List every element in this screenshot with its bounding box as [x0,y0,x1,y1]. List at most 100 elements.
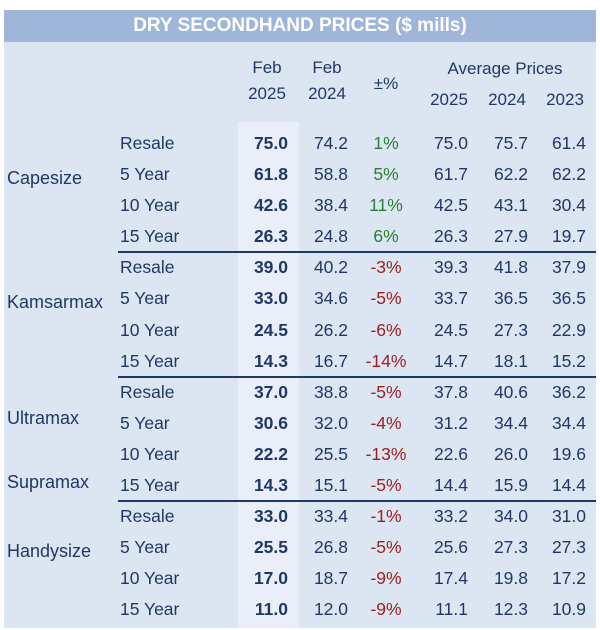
value-pct-change: -9% [370,568,402,589]
row-age-label: 10 Year [120,319,180,340]
header-year-2023: 2023 [546,90,584,109]
value-feb-2024: 26.8 [313,537,348,558]
value-avg-2023: 61.4 [551,133,586,153]
value-feb-2025: 42.6 [253,195,288,216]
value-pct-change: -5% [370,475,402,496]
table-row: Resale 37.0 38.8 -5% 37.8 40.6 36.2 [4,377,596,408]
value-feb-2024: 58.8 [313,164,348,185]
value-feb-2025: 39.0 [253,257,288,278]
value-pct-change: -9% [370,599,402,620]
row-age-label: Resale [120,381,175,402]
table-row: Resale 39.0 40.2 -3% 39.3 41.8 37.9 [4,252,596,283]
price-table: DRY SECONDHAND PRICES ($ mills) Feb 2025… [4,10,596,628]
value-avg-2025: 33.2 [433,506,468,527]
table-row: 15 Year 11.0 12.0 -9% 11.1 12.3 10.9 [4,594,596,625]
value-avg-2025: 17.4 [433,568,468,589]
value-feb-2025: 61.8 [253,164,288,185]
value-avg-2023: 31.0 [551,506,586,527]
value-avg-2024: 12.3 [493,599,528,620]
row-age-label: 10 Year [120,195,180,216]
value-feb-2025: 25.5 [253,537,288,558]
value-feb-2024: 74.2 [313,133,348,153]
value-avg-2024: 27.9 [493,226,528,247]
header-pct-change: ±% [373,74,399,93]
vessel-group: Kamsarmax Resale 39.0 40.2 -3% 39.3 41.8 37.9 5 … [4,252,596,376]
vessel-class-label: Capesize [7,168,83,188]
value-pct-change: -1% [370,506,402,527]
vessel-class-label: Kamsarmax [7,292,104,313]
header-feb-2025: Feb 2025 [238,58,296,104]
row-age-label: Resale [120,506,175,527]
vessel-group: Handysize Resale 33.0 33.4 -1% 33.2 34.0 31.0 5 … [4,501,596,625]
group-separator [118,500,596,503]
table-row: 15 Year 14.3 15.1 -5% 14.4 15.9 14.4 [4,470,596,501]
value-feb-2025: 11.0 [254,599,288,620]
value-avg-2023: 36.2 [551,381,586,402]
value-avg-2025: 14.7 [433,350,468,371]
value-feb-2024: 16.7 [313,350,348,371]
value-avg-2023: 15.2 [551,350,586,371]
value-avg-2023: 19.7 [551,226,586,247]
table-row: 10 Year 24.5 26.2 -6% 24.5 27.3 22.9 [4,315,596,346]
value-feb-2025: 14.3 [253,350,288,371]
table-row: 10 Year 42.6 38.4 11% 42.5 43.1 30.4 [4,190,596,221]
table-row: Resale 75.0 74.2 1% 75.0 75.7 61.4 [4,128,596,159]
value-feb-2024: 38.8 [313,381,348,402]
value-avg-2023: 19.6 [551,443,586,464]
value-avg-2023: 37.9 [551,257,586,278]
value-avg-2024: 40.6 [493,381,528,402]
value-avg-2024: 34.4 [493,412,528,433]
header-average-prices: Average Prices [447,59,563,78]
table-row: 5 Year 61.8 58.8 5% 61.7 62.2 62.2 [4,159,596,190]
value-avg-2025: 75.0 [433,133,468,153]
value-feb-2024: 24.8 [313,226,348,247]
value-avg-2025: 22.6 [433,443,468,464]
row-age-label: 15 Year [120,475,180,496]
value-feb-2024: 32.0 [313,412,348,433]
value-feb-2024: 34.6 [313,288,348,309]
value-feb-2024: 33.4 [313,506,348,527]
value-pct-change: -13% [365,443,407,464]
value-avg-2025: 39.3 [433,257,468,278]
value-feb-2024: 26.2 [313,319,348,340]
group-separator [118,251,596,254]
table-row: 15 Year 26.3 24.8 6% 26.3 27.9 19.7 [4,221,596,252]
value-avg-2024: 75.7 [493,133,528,153]
value-avg-2025: 24.5 [433,319,468,340]
value-avg-2024: 27.3 [493,537,528,558]
row-age-label: 5 Year [120,288,170,309]
row-age-label: 5 Year [120,537,170,558]
value-pct-change: -5% [370,537,402,558]
value-avg-2025: 31.2 [433,412,468,433]
vessel-class-label: Handysize [7,541,92,562]
value-avg-2023: 10.9 [551,599,586,620]
header-feb-2024-year: 2024 [308,84,346,103]
value-avg-2025: 11.1 [435,599,468,620]
value-avg-2024: 36.5 [493,288,528,309]
value-avg-2024: 43.1 [493,195,528,216]
value-avg-2024: 15.9 [493,475,528,496]
row-age-label: 15 Year [120,226,180,247]
header-feb-2024: Feb 2024 [298,58,356,104]
value-feb-2025: 26.3 [253,226,288,247]
value-avg-2025: 25.6 [433,537,468,558]
row-age-label: Resale [120,257,175,278]
value-avg-2023: 22.9 [551,319,586,340]
value-feb-2025: 14.3 [253,475,288,496]
value-feb-2025: 30.6 [253,412,288,433]
group-separator [118,375,596,378]
feb-2025-column-highlight [238,122,299,628]
value-avg-2023: 36.5 [551,288,586,309]
vessel-group: Ultramax Supramax Resale 37.0 38.8 -5% 37.8 40.… [4,377,596,501]
value-avg-2024: 41.8 [493,257,528,278]
header-year-2025: 2025 [430,90,468,109]
value-pct-change: -5% [370,288,402,309]
value-pct-change: 11% [369,195,403,216]
value-feb-2025: 17.0 [253,568,288,589]
header-feb-2025-year: 2025 [248,84,286,103]
table-row: 5 Year 33.0 34.6 -5% 33.7 36.5 36.5 [4,283,596,314]
value-feb-2024: 12.0 [313,599,348,620]
value-avg-2023: 62.2 [551,164,586,185]
value-feb-2024: 40.2 [313,257,348,278]
value-feb-2025: 75.0 [253,133,288,153]
